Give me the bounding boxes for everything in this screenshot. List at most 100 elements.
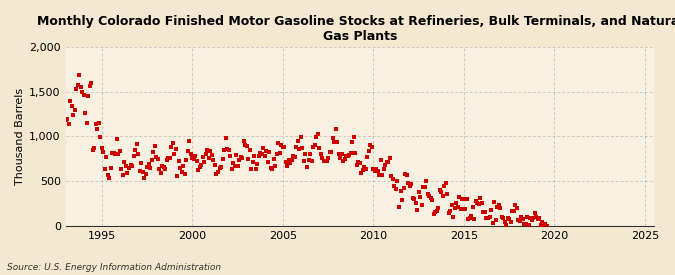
Point xyxy=(392,179,403,183)
Point xyxy=(525,215,536,220)
Point xyxy=(186,152,196,156)
Point xyxy=(87,148,98,152)
Point xyxy=(493,203,504,207)
Point xyxy=(484,215,495,219)
Point xyxy=(161,158,172,162)
Point xyxy=(489,200,500,204)
Point xyxy=(237,156,248,160)
Point xyxy=(452,205,463,209)
Point xyxy=(211,172,222,177)
Point xyxy=(298,158,309,163)
Point xyxy=(377,173,388,178)
Point xyxy=(235,155,246,160)
Point xyxy=(335,156,346,161)
Point xyxy=(501,222,512,227)
Point xyxy=(124,166,134,170)
Point xyxy=(460,207,470,211)
Point xyxy=(308,145,319,150)
Point xyxy=(309,143,320,147)
Point xyxy=(286,158,297,162)
Point xyxy=(485,208,496,212)
Point xyxy=(391,186,402,191)
Point xyxy=(282,164,293,168)
Point xyxy=(215,164,226,169)
Point xyxy=(281,160,292,164)
Point xyxy=(456,207,466,211)
Point xyxy=(226,167,237,171)
Point xyxy=(475,196,486,200)
Point xyxy=(365,143,376,147)
Point xyxy=(90,122,101,126)
Point xyxy=(478,210,489,214)
Point xyxy=(61,117,72,122)
Point xyxy=(450,206,460,210)
Point xyxy=(192,159,202,164)
Point xyxy=(231,153,242,158)
Point xyxy=(406,182,416,186)
Point xyxy=(360,167,371,172)
Point xyxy=(315,152,326,156)
Point xyxy=(125,163,136,167)
Point xyxy=(134,169,145,173)
Point xyxy=(300,152,311,156)
Point xyxy=(225,153,236,158)
Point xyxy=(500,220,510,224)
Point xyxy=(166,145,177,149)
Point xyxy=(259,153,270,158)
Point xyxy=(265,166,276,170)
Point xyxy=(440,181,451,185)
Point xyxy=(101,155,112,159)
Point xyxy=(327,136,338,141)
Point xyxy=(140,172,151,177)
Point xyxy=(196,163,207,168)
Point xyxy=(350,151,360,155)
Point xyxy=(238,139,249,143)
Point xyxy=(413,190,424,194)
Point xyxy=(437,194,448,198)
Point xyxy=(198,155,209,160)
Point xyxy=(255,151,266,156)
Point xyxy=(380,163,391,167)
Point xyxy=(511,206,522,210)
Point xyxy=(344,153,354,158)
Point xyxy=(398,186,409,190)
Point xyxy=(389,184,400,189)
Point xyxy=(329,140,340,144)
Point xyxy=(483,216,493,220)
Point xyxy=(250,167,261,172)
Point xyxy=(204,155,215,160)
Point xyxy=(143,161,154,166)
Point xyxy=(209,162,220,167)
Point xyxy=(184,139,195,143)
Point xyxy=(213,170,223,174)
Point xyxy=(84,84,95,89)
Point xyxy=(528,216,539,220)
Point xyxy=(291,145,302,149)
Point xyxy=(99,167,110,172)
Point xyxy=(534,215,545,220)
Point xyxy=(373,169,383,174)
Point xyxy=(404,184,415,188)
Point xyxy=(387,177,398,181)
Point xyxy=(397,197,408,202)
Point xyxy=(153,157,163,161)
Point xyxy=(167,141,178,145)
Point xyxy=(117,173,128,177)
Point xyxy=(431,208,442,213)
Point xyxy=(320,159,331,163)
Point xyxy=(433,206,443,210)
Point xyxy=(180,172,190,176)
Point xyxy=(519,222,530,226)
Point xyxy=(270,164,281,169)
Point xyxy=(354,161,365,165)
Point xyxy=(194,164,205,169)
Point xyxy=(77,90,88,95)
Point xyxy=(531,215,541,219)
Point xyxy=(256,152,267,156)
Point xyxy=(208,158,219,162)
Point xyxy=(353,160,364,164)
Point xyxy=(395,189,406,193)
Point xyxy=(252,161,263,166)
Point xyxy=(443,211,454,216)
Point xyxy=(539,224,549,228)
